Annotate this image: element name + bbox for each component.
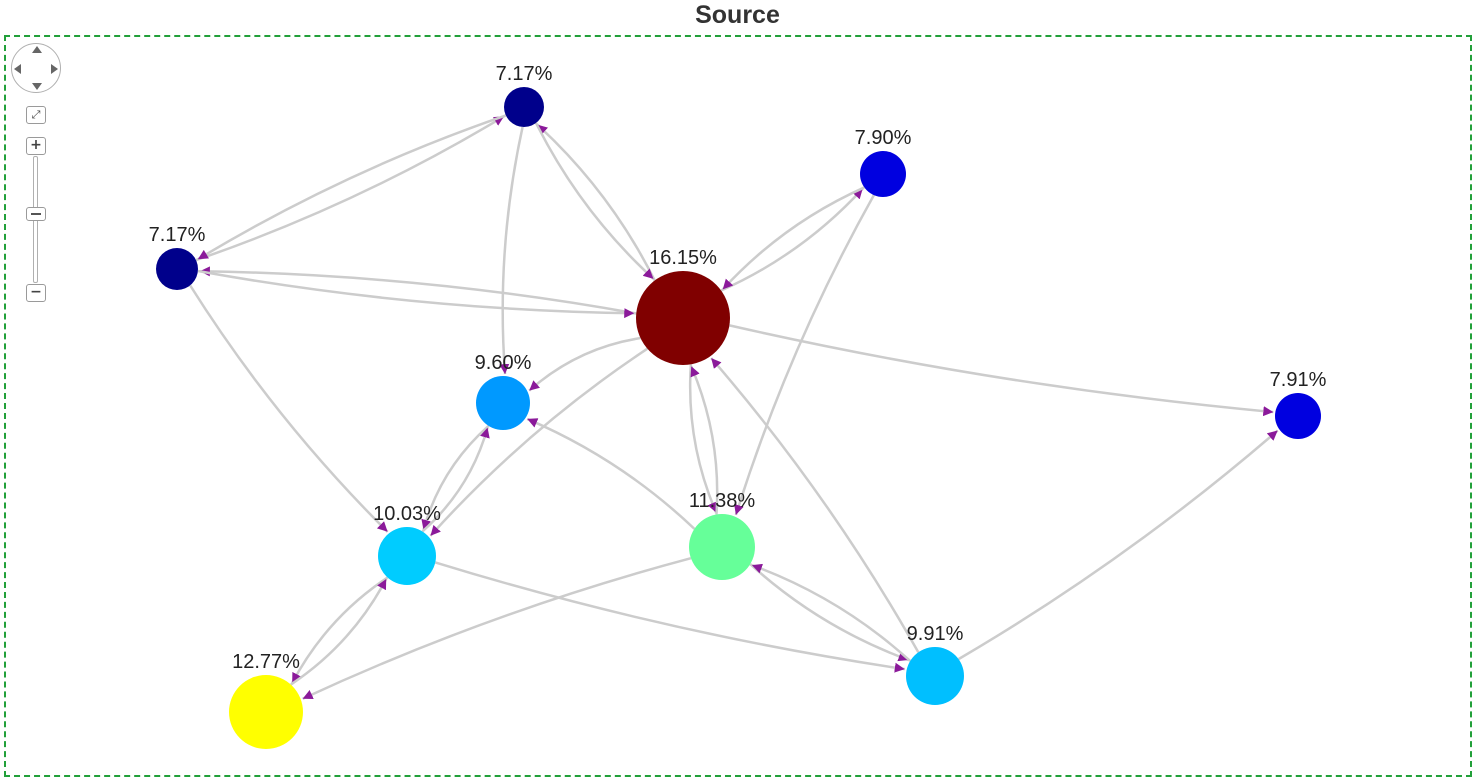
edge-n8-n5	[526, 417, 696, 530]
node-label-n4: 16.15%	[649, 247, 717, 269]
node-label-n3: 7.17%	[149, 224, 206, 246]
edge-n1-n5	[499, 126, 524, 375]
pan-left-icon[interactable]	[14, 64, 21, 74]
fit-arrows-icon: ⤢	[31, 108, 41, 121]
edge-n1-n3	[197, 114, 507, 261]
pan-right-icon[interactable]	[51, 64, 58, 74]
edge-n9-n6	[957, 429, 1279, 661]
node-label-n7: 10.03%	[373, 503, 441, 525]
node-label-n1: 7.17%	[496, 63, 553, 85]
edge-n7-n10	[291, 576, 389, 684]
edge-n4-n3	[199, 266, 637, 315]
pan-up-icon[interactable]	[32, 46, 42, 53]
node-n8[interactable]	[689, 514, 755, 580]
edge-n9-n8	[751, 563, 912, 662]
pan-down-icon[interactable]	[32, 83, 42, 90]
edge-n9-n4	[710, 357, 920, 653]
edge-n10-n7	[290, 578, 388, 686]
node-n7[interactable]	[378, 527, 436, 585]
node-label-n10: 12.77%	[232, 651, 300, 673]
edges-layer	[189, 114, 1279, 700]
graph-frame	[4, 35, 1472, 777]
node-n10[interactable]	[229, 675, 303, 749]
edge-n3-n7	[189, 284, 389, 533]
node-label-n8: 11.38%	[689, 490, 756, 512]
edge-n4-n5	[528, 336, 641, 392]
edge-n5-n7	[421, 424, 490, 531]
zoom-slider-handle[interactable]	[26, 207, 46, 221]
edge-n8-n4	[690, 365, 719, 515]
edge-n7-n9	[434, 561, 905, 673]
edge-n4-n7	[429, 347, 649, 537]
zoom-in-button[interactable]: +	[26, 137, 46, 155]
edge-n4-n2	[720, 187, 864, 292]
page-title: Source	[695, 1, 780, 29]
node-label-n5: 9.60%	[475, 352, 532, 374]
node-label-n9: 9.91%	[907, 623, 964, 645]
edge-n4-n8	[688, 364, 718, 513]
node-n2[interactable]	[860, 151, 906, 197]
edge-n8-n9	[749, 563, 909, 662]
node-n4[interactable]	[636, 271, 730, 365]
node-n5[interactable]	[476, 376, 530, 430]
nodes-layer: 7.17% 7.90% 7.17% 16.15% 9.60% 7.91% 10.03% 11.…	[149, 63, 1327, 749]
node-n1[interactable]	[504, 87, 544, 127]
edge-n4-n6	[729, 324, 1274, 417]
edge-n8-n10	[302, 557, 692, 700]
node-label-n2: 7.90%	[855, 127, 912, 149]
edge-n2-n4	[721, 186, 865, 291]
node-n9[interactable]	[906, 647, 964, 705]
node-n3[interactable]	[156, 248, 198, 290]
edge-n1-n4	[534, 122, 655, 280]
node-n6[interactable]	[1275, 393, 1321, 439]
edge-n7-n5	[421, 427, 490, 533]
node-label-n6: 7.91%	[1270, 369, 1327, 391]
fit-view-button[interactable]: ⤢	[26, 106, 46, 124]
pan-control[interactable]	[11, 43, 61, 93]
edge-n3-n1	[195, 115, 505, 262]
edge-n2-n8	[734, 194, 875, 516]
zoom-out-button[interactable]: −	[26, 284, 46, 302]
edge-n4-n1	[536, 123, 656, 282]
edge-n3-n4	[197, 269, 635, 319]
